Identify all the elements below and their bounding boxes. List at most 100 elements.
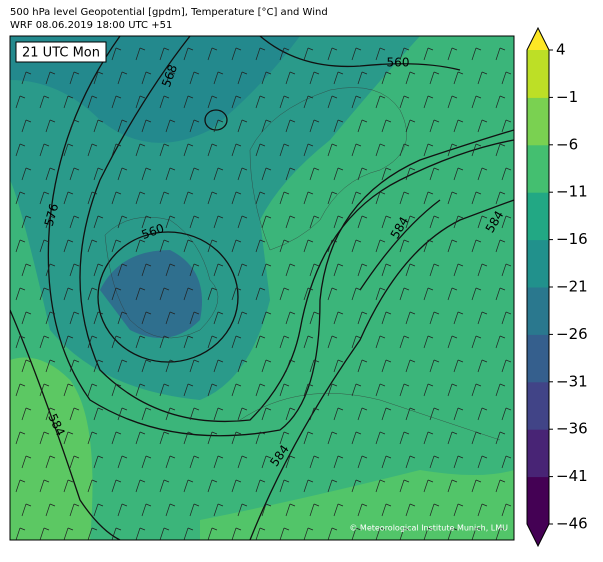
colorbar-segment <box>527 476 549 525</box>
wind-barb <box>39 287 50 301</box>
colorbar-segment <box>527 334 549 383</box>
wind-barb <box>261 119 272 133</box>
wind-barb <box>189 455 200 469</box>
wind-barb <box>165 71 176 85</box>
wind-barb <box>381 215 392 229</box>
wind-barb <box>303 527 314 540</box>
wind-barb <box>87 383 98 397</box>
wind-barb <box>423 95 434 109</box>
cold-area <box>10 36 300 143</box>
wind-barb <box>93 311 104 325</box>
wind-barb <box>135 143 146 157</box>
colorbar-tick-label: −16 <box>556 230 588 248</box>
colorbar-tick-label: −6 <box>556 135 578 153</box>
wind-barb <box>165 359 176 373</box>
wind-barb <box>309 215 320 229</box>
wind-barb <box>135 95 146 109</box>
wind-barb <box>279 335 290 349</box>
wind-barb <box>453 455 464 469</box>
wind-barb <box>93 407 104 421</box>
wind-barb <box>159 383 170 397</box>
wind-barb <box>135 239 146 253</box>
wind-barb <box>399 287 410 301</box>
wind-barb <box>237 503 248 517</box>
wind-barb <box>21 119 32 133</box>
wind-barb <box>15 191 26 205</box>
wind-barb <box>45 263 56 277</box>
wind-barb <box>303 431 314 445</box>
wind-barb <box>93 71 104 85</box>
wind-barb <box>237 407 248 421</box>
wind-barb <box>495 479 506 493</box>
wind-barb <box>405 407 416 421</box>
wind-barb <box>135 47 146 61</box>
wind-barb <box>495 527 506 540</box>
wind-barb <box>69 167 80 181</box>
wind-barb <box>285 119 296 133</box>
wind-barb <box>309 455 320 469</box>
wind-barb <box>285 455 296 469</box>
wind-barb <box>135 479 146 493</box>
wind-barb <box>117 503 128 517</box>
wind-barb <box>183 479 194 493</box>
wind-barb <box>327 383 338 397</box>
wind-barb <box>183 47 194 61</box>
wind-barb <box>255 95 266 109</box>
wind-barb <box>357 359 368 373</box>
contour-label: 576 <box>42 202 61 228</box>
wind-barb <box>357 503 368 517</box>
wind-barb <box>285 407 296 421</box>
map <box>10 36 514 540</box>
wind-barb <box>447 47 458 61</box>
wind-barb <box>39 383 50 397</box>
wind-barb <box>15 95 26 109</box>
wind-barb <box>471 287 482 301</box>
wind-barb <box>303 287 314 301</box>
wind-barb <box>93 503 104 517</box>
wind-barb <box>159 239 170 253</box>
wind-barb <box>303 47 314 61</box>
wind-barb <box>237 119 248 133</box>
wind-barb <box>357 215 368 229</box>
wind-barb <box>381 119 392 133</box>
wind-barb <box>375 143 386 157</box>
wind-barb <box>357 119 368 133</box>
wind-barb <box>477 167 488 181</box>
wind-barb <box>477 71 488 85</box>
wind-barb <box>207 47 218 61</box>
wind-barb <box>423 431 434 445</box>
wind-barb <box>453 71 464 85</box>
colorbar-segment <box>527 287 549 335</box>
wind-barb <box>21 167 32 181</box>
wind-barb <box>477 503 488 517</box>
wind-barb <box>303 143 314 157</box>
wind-barb <box>135 527 146 540</box>
wind-barb <box>87 479 98 493</box>
wind-barb <box>231 479 242 493</box>
wind-barb <box>471 191 482 205</box>
wind-barb <box>501 359 512 373</box>
wind-barb <box>159 47 170 61</box>
wind-barb <box>141 119 152 133</box>
colorbar-tick-label: −21 <box>556 278 588 296</box>
wind-barb <box>255 335 266 349</box>
wind-barb <box>93 167 104 181</box>
wind-barb <box>87 527 98 540</box>
wind-barb <box>471 479 482 493</box>
wind-barb <box>141 215 152 229</box>
wind-barb <box>213 455 224 469</box>
wind-barb <box>39 191 50 205</box>
wind-barb <box>261 167 272 181</box>
wind-barb <box>237 359 248 373</box>
wind-barb <box>231 143 242 157</box>
wind-barb <box>45 503 56 517</box>
wind-barb <box>21 455 32 469</box>
wind-barb <box>279 383 290 397</box>
wind-barb <box>213 71 224 85</box>
wind-barb <box>45 407 56 421</box>
wind-barb <box>63 239 74 253</box>
wind-barb <box>207 143 218 157</box>
wind-barb <box>429 263 440 277</box>
wind-barb <box>69 311 80 325</box>
wind-barb <box>423 47 434 61</box>
